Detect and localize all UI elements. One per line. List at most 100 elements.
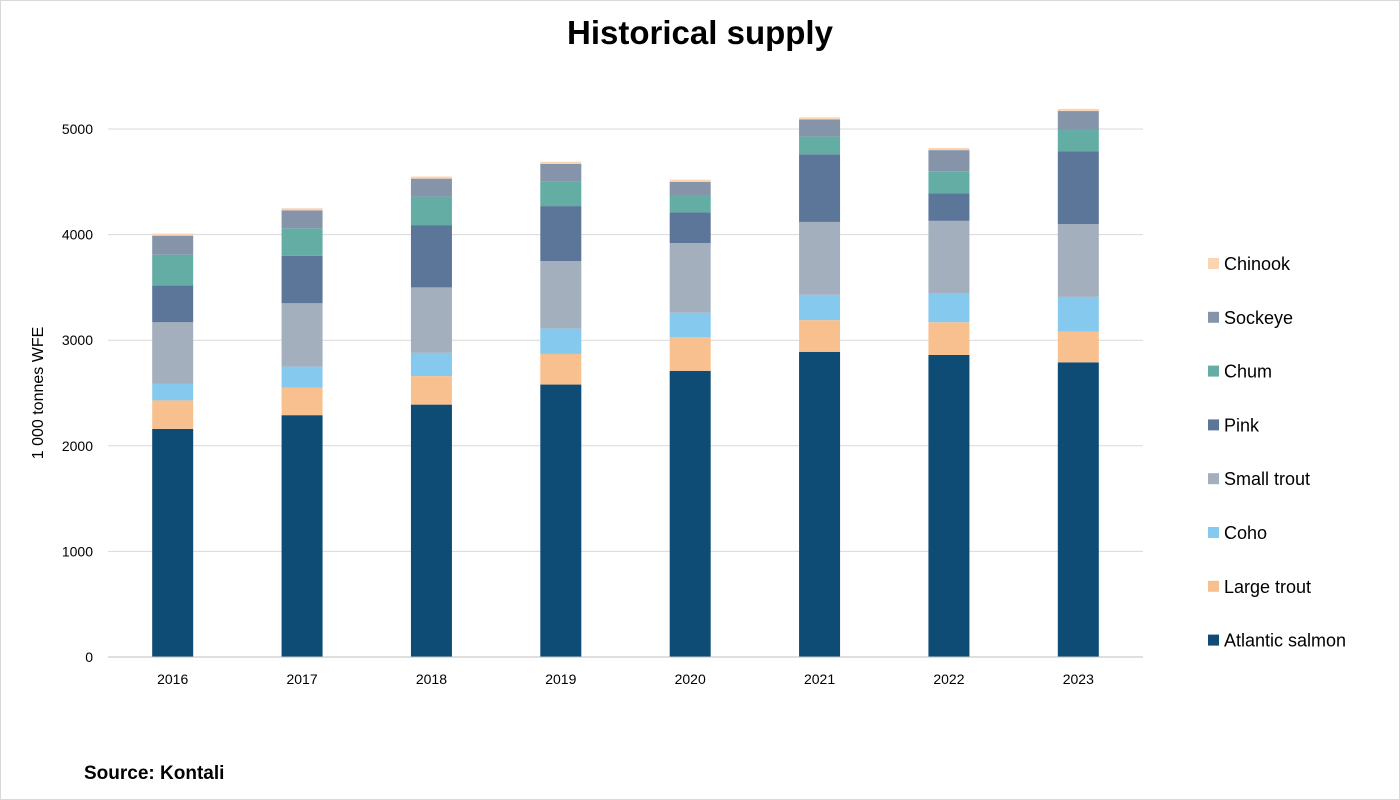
bar-2022-sockeye	[928, 150, 970, 172]
bar-2017-pink	[281, 255, 323, 304]
bar-2023-atlantic-salmon	[1057, 362, 1099, 657]
legend-label-small-trout: Small trout	[1224, 469, 1310, 489]
bar-2020-chinook	[669, 179, 711, 182]
bar-2020-atlantic-salmon	[669, 370, 711, 657]
bar-2016-sockeye	[152, 235, 194, 255]
bar-2019-large-trout	[540, 353, 582, 385]
bar-2021-chum	[799, 136, 841, 155]
bar-2021-chinook	[799, 117, 841, 120]
bar-2021-pink	[799, 154, 841, 222]
x-tick-label-2023: 2023	[1063, 671, 1094, 687]
y-axis-ticks: 0 1000 2000 3000 4000 5000	[62, 121, 93, 665]
bar-2021-atlantic-salmon	[799, 351, 841, 657]
bar-2017-small-trout	[281, 303, 323, 367]
bar-2022-chum	[928, 171, 970, 194]
bar-2020-large-trout	[669, 337, 711, 371]
bar-2016-pink	[152, 285, 194, 323]
bar-2016-chum	[152, 254, 194, 286]
source-note: Source: Kontali	[84, 763, 225, 784]
bar-2021-small-trout	[799, 221, 841, 295]
legend-label-large-trout: Large trout	[1224, 577, 1311, 597]
legend-label-atlantic-salmon: Atlantic salmon	[1224, 631, 1346, 651]
bar-2023-large-trout	[1057, 331, 1099, 363]
bar-2021-large-trout	[799, 320, 841, 352]
legend-label-sockeye: Sockeye	[1224, 308, 1293, 328]
bar-2019-atlantic-salmon	[540, 384, 582, 657]
bar-2019-small-trout	[540, 261, 582, 329]
bar-2021-coho	[799, 294, 841, 321]
legend-swatch-atlantic-salmon	[1208, 634, 1219, 646]
bar-2023-pink	[1057, 151, 1099, 225]
y-tick-label-5000: 5000	[62, 121, 93, 137]
bar-2019-chinook	[540, 161, 582, 164]
bar-2017-sockeye	[281, 210, 323, 229]
legend-swatch-chum	[1208, 365, 1219, 377]
y-axis-label: 1 000 tonnes WFE	[30, 327, 47, 460]
bar-2020-small-trout	[669, 243, 711, 313]
x-tick-label-2021: 2021	[804, 671, 835, 687]
bar-2022-large-trout	[928, 322, 970, 355]
legend-label-pink: Pink	[1224, 415, 1260, 435]
bar-2018-coho	[410, 352, 452, 377]
bar-2019-pink	[540, 206, 582, 261]
bar-2020-coho	[669, 312, 711, 338]
y-tick-label-3000: 3000	[62, 332, 93, 348]
x-tick-label-2022: 2022	[933, 671, 964, 687]
bar-2022-coho	[928, 293, 970, 323]
legend: Chinook Sockeye Chum Pink Small trout Coho Lar…	[1208, 254, 1346, 651]
bar-2022-pink	[928, 193, 970, 221]
x-tick-label-2016: 2016	[157, 671, 188, 687]
x-axis-ticks: 2016 2017 2018 2019 2020 2021 2022 2023	[157, 671, 1094, 687]
bar-2017-atlantic-salmon	[281, 415, 323, 657]
bar-2018-small-trout	[410, 287, 452, 353]
chart-title: Historical supply	[567, 14, 833, 51]
legend-swatch-large-trout	[1208, 580, 1219, 592]
bar-2017-chinook	[281, 208, 323, 211]
bar-2019-coho	[540, 328, 582, 354]
bar-2020-pink	[669, 212, 711, 244]
legend-label-chinook: Chinook	[1224, 254, 1291, 274]
legend-label-coho: Coho	[1224, 523, 1267, 543]
legend-swatch-coho	[1208, 527, 1219, 538]
bar-2018-chinook	[410, 176, 452, 179]
bar-2022-small-trout	[928, 220, 970, 294]
bar-2016-chinook	[152, 233, 194, 236]
bar-2021-sockeye	[799, 119, 841, 137]
y-tick-label-2000: 2000	[62, 438, 93, 454]
legend-swatch-pink	[1208, 419, 1219, 431]
bar-2020-chum	[669, 195, 711, 213]
bar-2023-sockeye	[1057, 111, 1099, 129]
bar-2018-atlantic-salmon	[410, 404, 452, 657]
x-tick-label-2020: 2020	[675, 671, 706, 687]
bar-2018-large-trout	[410, 376, 452, 405]
bar-2016-small-trout	[152, 322, 194, 384]
y-tick-label-4000: 4000	[62, 227, 93, 243]
bar-2023-small-trout	[1057, 224, 1099, 297]
bar-2022-chinook	[928, 148, 970, 151]
bar-2019-sockeye	[540, 163, 582, 182]
bar-2017-large-trout	[281, 387, 323, 416]
bar-2018-sockeye	[410, 178, 452, 197]
bar-2018-pink	[410, 225, 452, 288]
bar-2017-chum	[281, 228, 323, 256]
bar-2017-coho	[281, 366, 323, 388]
legend-swatch-chinook	[1208, 258, 1219, 269]
bar-2019-chum	[540, 181, 582, 207]
y-tick-label-1000: 1000	[62, 543, 93, 559]
legend-swatch-small-trout	[1208, 473, 1219, 485]
x-tick-label-2017: 2017	[286, 671, 317, 687]
y-tick-label-0: 0	[85, 649, 93, 665]
bar-2016-large-trout	[152, 400, 194, 429]
x-tick-label-2019: 2019	[545, 671, 576, 687]
bar-2016-coho	[152, 383, 194, 401]
bar-2016-atlantic-salmon	[152, 428, 194, 657]
bar-2020-sockeye	[669, 181, 711, 196]
legend-swatch-sockeye	[1208, 311, 1219, 323]
x-tick-label-2018: 2018	[416, 671, 447, 687]
bar-2023-coho	[1057, 296, 1099, 332]
bar-2023-chum	[1057, 129, 1099, 152]
bar-2018-chum	[410, 196, 452, 226]
bar-2022-atlantic-salmon	[928, 354, 970, 657]
bar-2023-chinook	[1057, 108, 1099, 112]
